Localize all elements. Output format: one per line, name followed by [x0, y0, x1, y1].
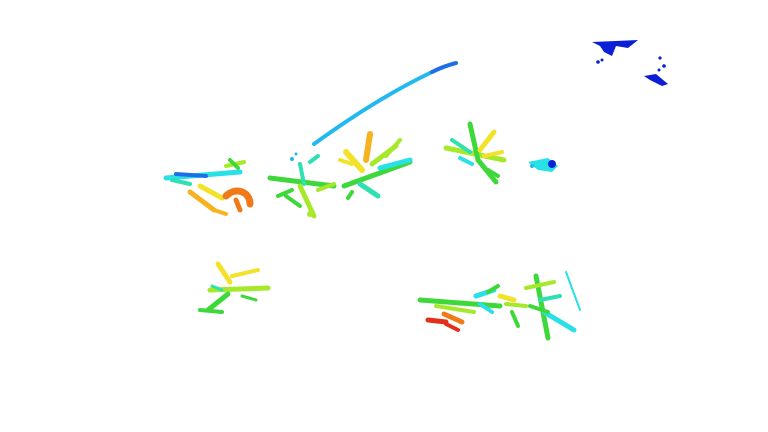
plant-cluster-1 — [163, 158, 254, 216]
arc-segment — [290, 61, 458, 161]
small-blob — [528, 158, 558, 172]
blue-fragment-top-right — [592, 40, 668, 86]
plant-cluster-5 — [198, 261, 271, 314]
plant-cluster-2 — [267, 154, 337, 219]
plant-cluster-4 — [443, 121, 507, 185]
plant-cluster-3 — [338, 131, 413, 200]
plant-cluster-6 — [417, 271, 581, 341]
